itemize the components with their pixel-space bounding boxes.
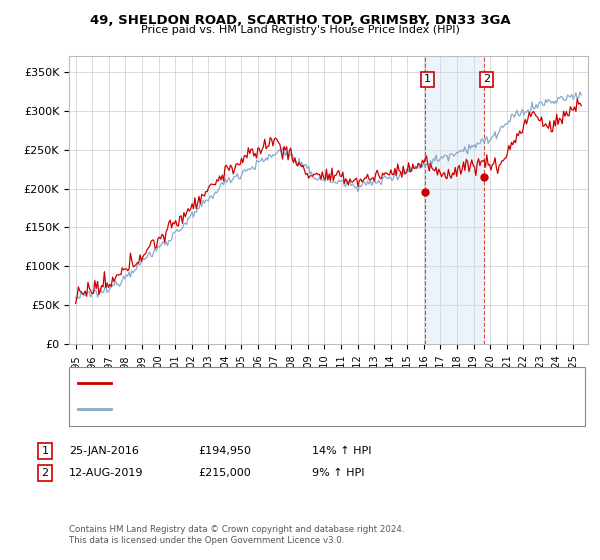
Text: £215,000: £215,000 bbox=[198, 468, 251, 478]
Text: 49, SHELDON ROAD, SCARTHO TOP, GRIMSBY, DN33 3GA: 49, SHELDON ROAD, SCARTHO TOP, GRIMSBY, … bbox=[89, 14, 511, 27]
Text: 1: 1 bbox=[424, 74, 431, 85]
Text: 12-AUG-2019: 12-AUG-2019 bbox=[69, 468, 143, 478]
Text: £194,950: £194,950 bbox=[198, 446, 251, 456]
Text: 2: 2 bbox=[41, 468, 49, 478]
Text: 9% ↑ HPI: 9% ↑ HPI bbox=[312, 468, 365, 478]
Text: 49, SHELDON ROAD, SCARTHO TOP, GRIMSBY, DN33 3GA (detached house): 49, SHELDON ROAD, SCARTHO TOP, GRIMSBY, … bbox=[116, 378, 509, 388]
Text: HPI: Average price, detached house, North East Lincolnshire: HPI: Average price, detached house, Nort… bbox=[116, 404, 430, 414]
Text: Price paid vs. HM Land Registry's House Price Index (HPI): Price paid vs. HM Land Registry's House … bbox=[140, 25, 460, 35]
Text: 2: 2 bbox=[483, 74, 490, 85]
Text: Contains HM Land Registry data © Crown copyright and database right 2024.
This d: Contains HM Land Registry data © Crown c… bbox=[69, 525, 404, 545]
Text: 1: 1 bbox=[41, 446, 49, 456]
Text: 14% ↑ HPI: 14% ↑ HPI bbox=[312, 446, 371, 456]
Text: 25-JAN-2016: 25-JAN-2016 bbox=[69, 446, 139, 456]
Bar bbox=[425, 56, 484, 344]
